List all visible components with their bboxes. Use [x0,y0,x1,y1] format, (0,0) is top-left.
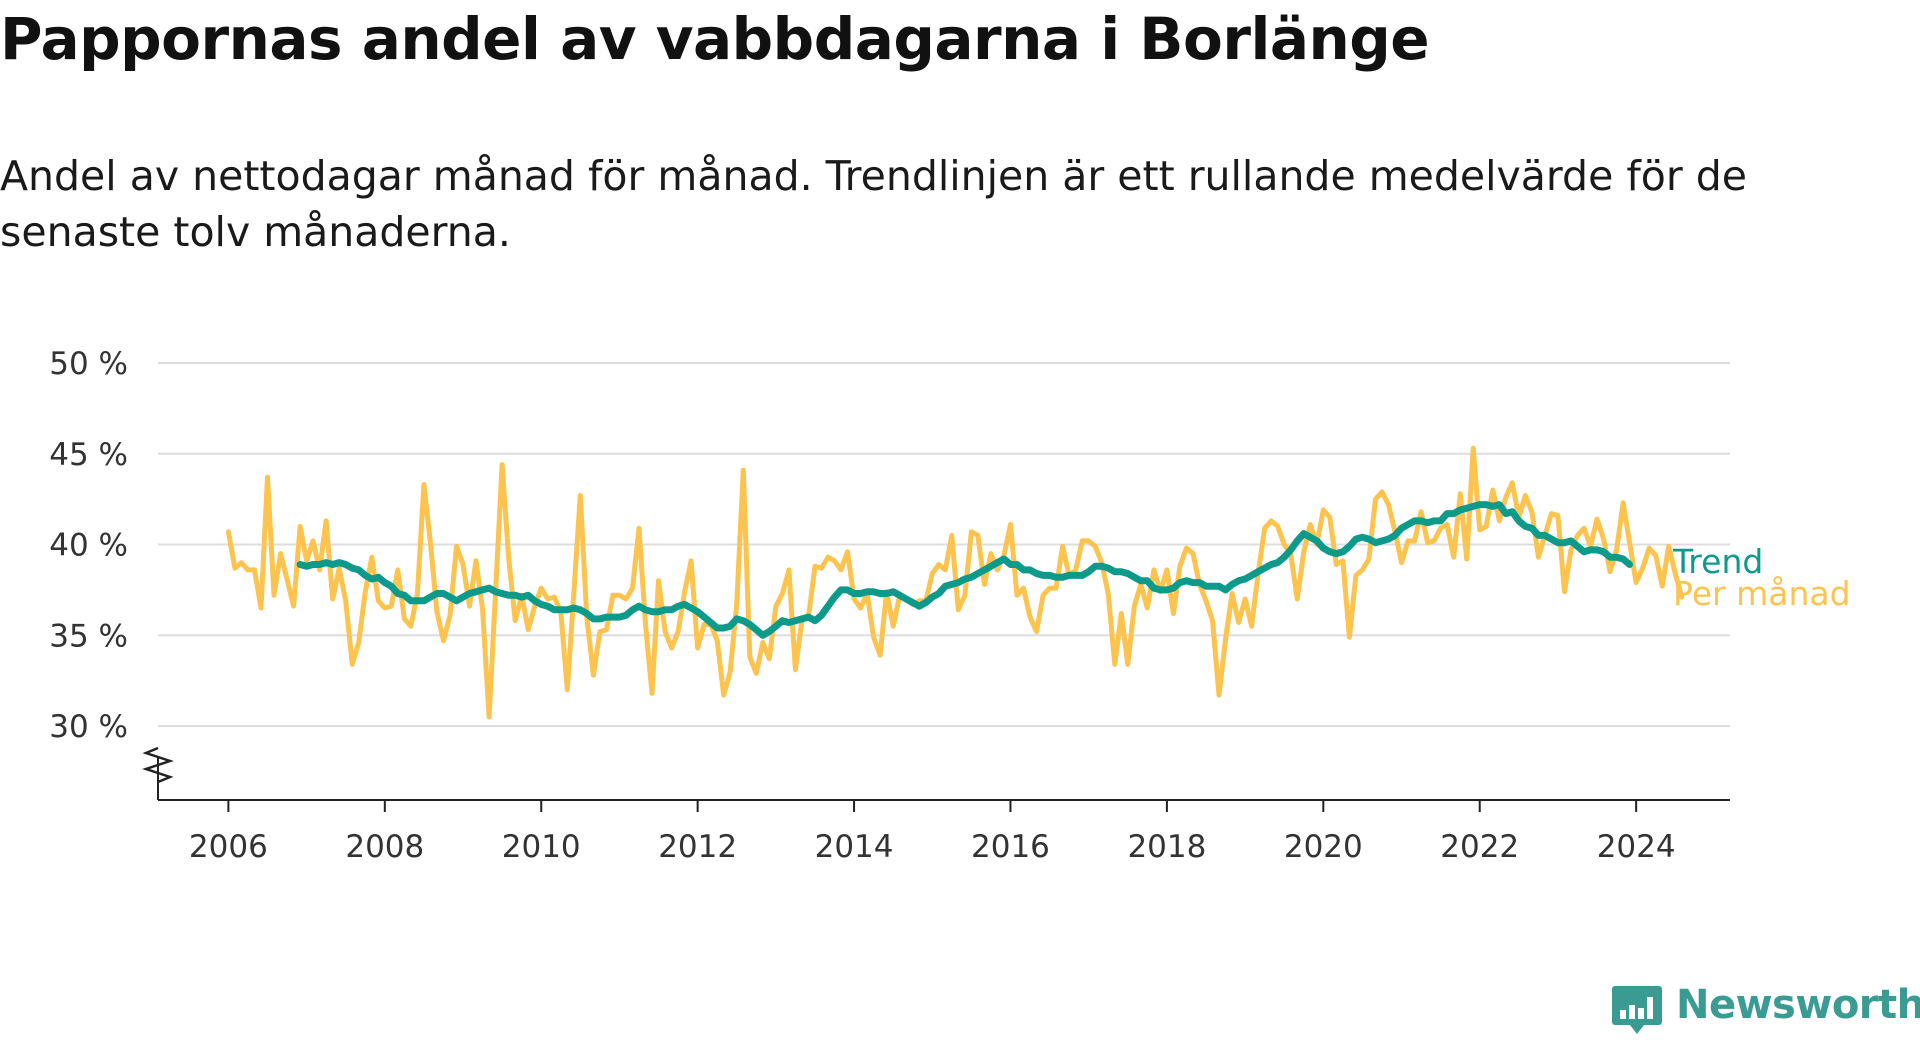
x-tick-label: 2010 [502,829,581,865]
x-tick-label: 2006 [189,829,268,865]
y-tick-label: 30 % [49,709,128,745]
trend-series-label: Trend [1672,542,1763,581]
x-tick-label: 2008 [345,829,424,865]
axis-break-icon [142,746,174,784]
y-tick-label: 40 % [49,528,128,564]
y-tick-label: 45 % [49,437,128,473]
y-tick-label: 35 % [49,618,128,654]
series-lines [225,445,1685,720]
x-axis-tick-labels: 2006 2008 2010 2012 2014 2016 2018 2020 2022 2024 [189,829,1676,865]
x-tick-label: 2022 [1440,829,1519,865]
monthly-series-line [225,445,1685,720]
trend-series-line [296,501,1634,639]
x-tick-label: 2018 [1127,829,1206,865]
x-tick-label: 2014 [815,829,894,865]
y-axis-tick-labels: 30 % 35 % 40 % 45 % 50 % [49,346,128,745]
x-tick-label: 2016 [971,829,1050,865]
monthly-series-label: Per månad [1673,574,1851,613]
chart-title: Pappornas andel av vabbdagarna i Borläng… [0,5,1430,73]
gridlines [158,362,1730,727]
chart-subtitle: Andel av nettodagar månad för månad. Tre… [0,152,1747,256]
newsworthy-brand: Newsworthy [1612,980,1920,1040]
x-tick-label: 2020 [1284,829,1363,865]
y-tick-label: 50 % [49,346,128,382]
x-tick-label: 2012 [658,829,737,865]
bar-chart-speech-bubble-icon [1612,986,1662,1034]
brand-name: Newsworthy [1676,982,1920,1028]
x-tick-label: 2024 [1597,829,1676,865]
x-axis [142,746,1730,812]
